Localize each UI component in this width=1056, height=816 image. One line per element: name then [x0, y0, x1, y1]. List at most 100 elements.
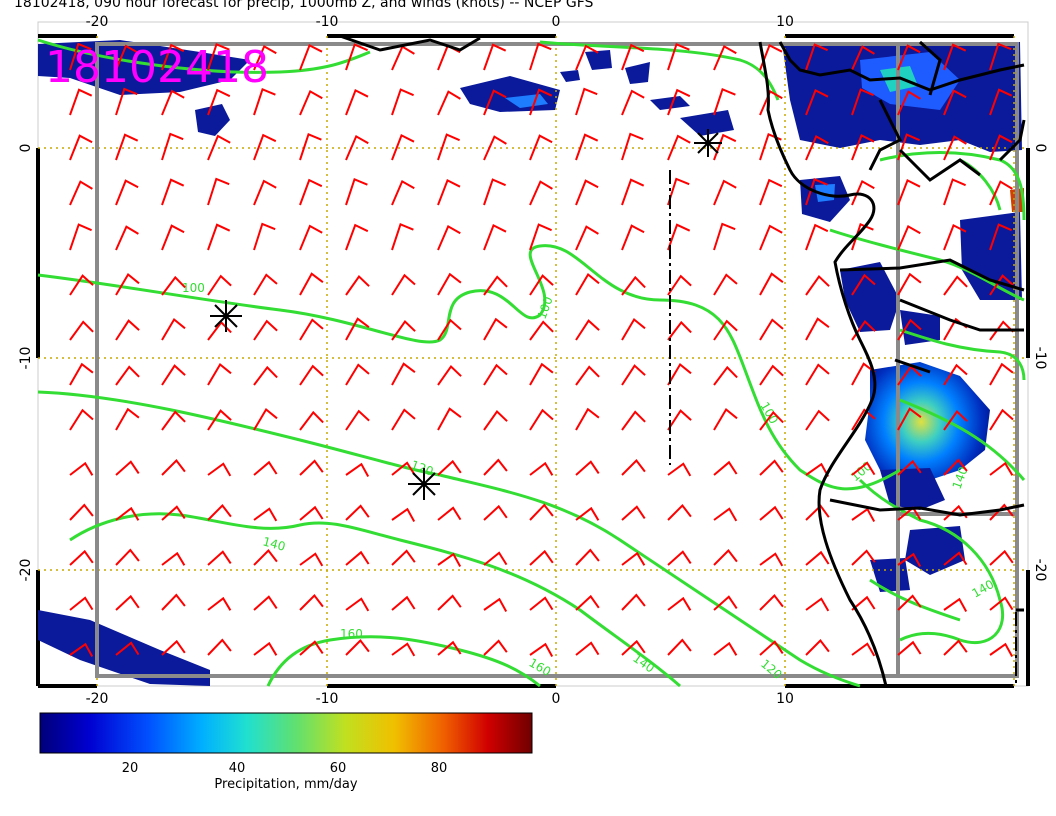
wind-barb-icon	[115, 365, 140, 386]
wind-barb-icon	[115, 272, 140, 296]
colorbar-scale	[39, 712, 533, 754]
wind-barb-icon	[207, 274, 232, 296]
wind-barb-icon	[483, 597, 508, 612]
x-tick-label: 10	[776, 691, 794, 707]
wind-barb-icon	[345, 550, 370, 566]
wind-barb-icon	[253, 595, 278, 611]
wind-barb-icon	[575, 407, 600, 431]
wind-barb-icon	[667, 223, 691, 251]
wind-barb-icon	[253, 222, 276, 251]
wind-barb-icon	[437, 407, 462, 431]
wind-barb-icon	[989, 42, 1012, 71]
x-tick-label: 0	[552, 14, 561, 30]
wind-barb-icon	[667, 596, 692, 611]
wind-barb-icon	[69, 88, 93, 116]
wind-barb-icon	[621, 275, 646, 296]
wind-barb-icon	[345, 223, 369, 251]
wind-barb-icon	[805, 462, 830, 477]
wind-barb-icon	[805, 43, 828, 71]
wind-barb-icon	[391, 595, 416, 611]
wind-barb-icon	[345, 89, 369, 116]
wind-barb-icon	[759, 593, 784, 611]
wind-barb-icon	[437, 594, 462, 611]
wind-barb-icon	[943, 89, 967, 116]
wind-barb-icon	[805, 134, 829, 161]
wind-barb-icon	[667, 362, 692, 386]
wind-barb-icon	[897, 318, 922, 341]
wind-barb-icon	[575, 641, 600, 656]
wind-barb-icon	[299, 505, 324, 521]
wind-barb-icon	[575, 365, 600, 386]
wind-barb-icon	[621, 317, 646, 341]
wind-barb-icon	[575, 460, 600, 476]
frame-ticks	[36, 34, 1030, 688]
wind-barb-icon	[759, 272, 784, 296]
wind-barb-icon	[253, 507, 278, 522]
wind-barb-icon	[989, 596, 1014, 611]
wind-barb-icon	[483, 224, 507, 251]
coastlines-borders	[339, 34, 1026, 687]
wind-barb-icon	[115, 460, 140, 476]
wind-barb-icon	[437, 90, 461, 116]
wind-barb-icon	[667, 409, 692, 431]
wind-barb-icon	[621, 132, 644, 161]
wind-barb-icon	[805, 274, 830, 296]
wind-barb-icon	[805, 409, 830, 431]
contour-label: 140	[630, 651, 657, 676]
wind-barb-icon	[667, 462, 692, 477]
y-tick-label: 0	[1032, 144, 1048, 153]
wind-barb-icon	[253, 365, 278, 386]
wind-barb-icon	[69, 642, 94, 657]
wind-barb-icon	[759, 89, 783, 116]
wind-barb-icon	[621, 43, 645, 71]
wind-barb-icon	[207, 177, 230, 206]
contour-label: 160	[340, 627, 363, 641]
wind-barb-icon	[621, 639, 646, 656]
wind-barb-icon	[207, 88, 231, 116]
wind-barb-icon	[253, 44, 277, 71]
wind-barb-icon	[667, 42, 690, 71]
y-tick-label: -20	[1032, 559, 1048, 582]
wind-barb-icon	[529, 461, 554, 476]
wind-barb-icon	[299, 410, 324, 431]
colorbar-tick: 60	[330, 761, 347, 776]
x-tick-label: -20	[86, 691, 109, 707]
wind-barb-icon	[943, 639, 968, 656]
wind-barb-icon	[345, 504, 370, 521]
wind-barb-icon	[115, 594, 140, 611]
wind-barb-icon	[161, 639, 186, 656]
wind-barb-icon	[437, 272, 462, 296]
wind-barb-icon	[713, 641, 738, 656]
wind-barb-icon	[299, 318, 324, 341]
wind-barb-icon	[805, 550, 830, 566]
wind-barb-icon	[805, 363, 830, 386]
wind-barb-icon	[391, 642, 416, 657]
wind-barb-icon	[345, 317, 370, 341]
wind-barb-icon	[897, 594, 922, 611]
wind-barb-icon	[299, 132, 322, 161]
wind-barb-icon	[161, 551, 186, 566]
wind-barb-icon	[713, 507, 738, 522]
wind-barb-icon	[851, 549, 876, 566]
wind-barb-icon	[713, 222, 736, 251]
wind-barb-icon	[69, 320, 94, 341]
wind-barb-icon	[943, 458, 968, 476]
wind-barb-icon	[713, 595, 738, 611]
wind-barb-icon	[529, 42, 552, 71]
wind-barb-icon	[69, 596, 94, 611]
wind-barb-icon	[759, 410, 784, 431]
wind-barb-icon	[207, 596, 232, 611]
wind-barb-icon	[897, 640, 922, 656]
wind-barb-icon	[207, 134, 231, 161]
right-axis-labels: 0 -10 -20	[1032, 144, 1048, 582]
wind-barb-icon	[759, 318, 784, 341]
wind-barb-icon	[897, 224, 921, 251]
wind-barb-icon	[897, 44, 921, 71]
dashed-boundary	[669, 170, 1017, 686]
wind-barb-icon	[299, 89, 323, 116]
wind-barb-icon	[943, 178, 966, 206]
wind-barb-icon	[989, 223, 1012, 251]
wind-barb-icon	[345, 177, 368, 206]
wind-barb-icon	[851, 273, 876, 296]
wind-barb-icon	[483, 275, 508, 296]
